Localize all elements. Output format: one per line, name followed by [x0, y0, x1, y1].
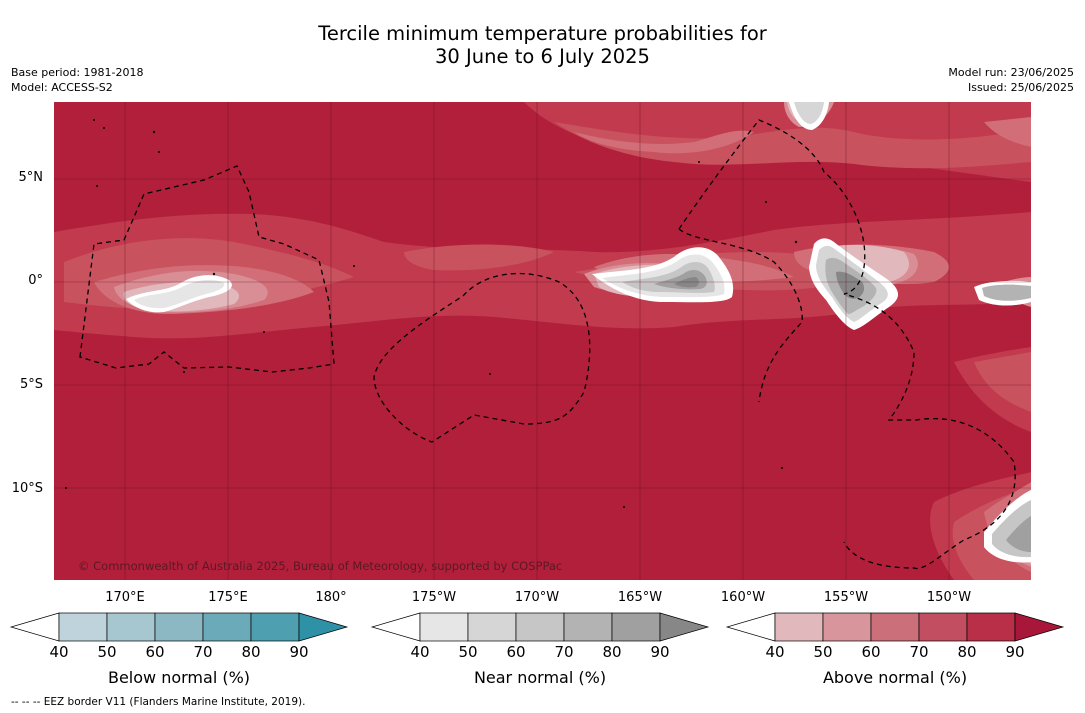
lon-label-165w: 165°W — [617, 590, 663, 605]
near-normal-patch-central — [592, 247, 734, 303]
above-tick-40: 40 — [765, 643, 785, 661]
eez-borders — [79, 119, 1016, 570]
above-tick-80: 80 — [957, 643, 977, 661]
below-tick-40: 40 — [49, 643, 69, 661]
above-90-background — [54, 102, 1031, 580]
below-colorbar-title: Below normal (%) — [107, 668, 251, 687]
near-normal-patch-west — [126, 275, 232, 313]
lon-label-180: 180° — [315, 590, 347, 605]
lat-label-10s: 10°S — [11, 481, 43, 496]
lat-label-5n: 5°N — [18, 170, 44, 185]
below-tick-60: 60 — [145, 643, 165, 661]
lat-label-5s: 5°S — [19, 377, 43, 392]
above-colorbar-title: Above normal (%) — [822, 668, 968, 687]
near-tick-90: 90 — [650, 643, 670, 661]
near-colorbar-title: Near normal (%) — [473, 668, 607, 687]
map-svg: © Commonwealth of Australia 2025, Bureau… — [54, 102, 1031, 580]
map-title-line1: Tercile minimum temperature probabilitie… — [318, 22, 767, 45]
eez-footnote: -- -- -- EEZ border V11 (Flanders Marine… — [11, 696, 306, 708]
colorbar-above — [725, 612, 1065, 642]
above-tick-90: 90 — [1005, 643, 1025, 661]
colorbar-near — [370, 612, 710, 642]
issued-text: Issued: 25/06/2025 — [967, 81, 1074, 94]
near-tick-60: 60 — [506, 643, 526, 661]
lon-label-175e: 175°E — [208, 590, 248, 605]
above-tick-60: 60 — [861, 643, 881, 661]
above-tick-70: 70 — [909, 643, 929, 661]
lon-label-175w: 175°W — [411, 590, 457, 605]
lat-label-0: 0° — [28, 273, 43, 288]
near-tick-50: 50 — [458, 643, 478, 661]
model-run-text: Model run: 23/06/2025 — [948, 66, 1074, 79]
near-normal-patch-southeast — [984, 490, 1031, 563]
base-period-text: Base period: 1981-2018 — [11, 66, 144, 79]
colorbar-below — [9, 612, 349, 642]
lon-label-155w: 155°W — [823, 590, 869, 605]
lon-label-160w: 160°W — [720, 590, 766, 605]
map-title-line2: 30 June to 6 July 2025 — [435, 45, 650, 68]
near-tick-80: 80 — [602, 643, 622, 661]
below-tick-50: 50 — [97, 643, 117, 661]
colorbars-svg — [9, 612, 1065, 642]
island-markers — [65, 119, 798, 508]
near-normal-patch-far-east — [974, 280, 1031, 306]
probability-map: © Commonwealth of Australia 2025, Bureau… — [54, 102, 1031, 580]
near-tick-70: 70 — [554, 643, 574, 661]
lon-label-150w: 150°W — [926, 590, 972, 605]
lon-label-170e: 170°E — [105, 590, 145, 605]
near-normal-patch-north — [789, 102, 829, 130]
near-tick-40: 40 — [410, 643, 430, 661]
copyright-text: © Commonwealth of Australia 2025, Bureau… — [78, 559, 562, 573]
model-text: Model: ACCESS-S2 — [11, 81, 113, 94]
gridlines — [54, 102, 1031, 580]
below-tick-80: 80 — [241, 643, 261, 661]
above-tick-50: 50 — [813, 643, 833, 661]
below-tick-70: 70 — [193, 643, 213, 661]
below-tick-90: 90 — [289, 643, 309, 661]
lon-label-170w: 170°W — [514, 590, 560, 605]
